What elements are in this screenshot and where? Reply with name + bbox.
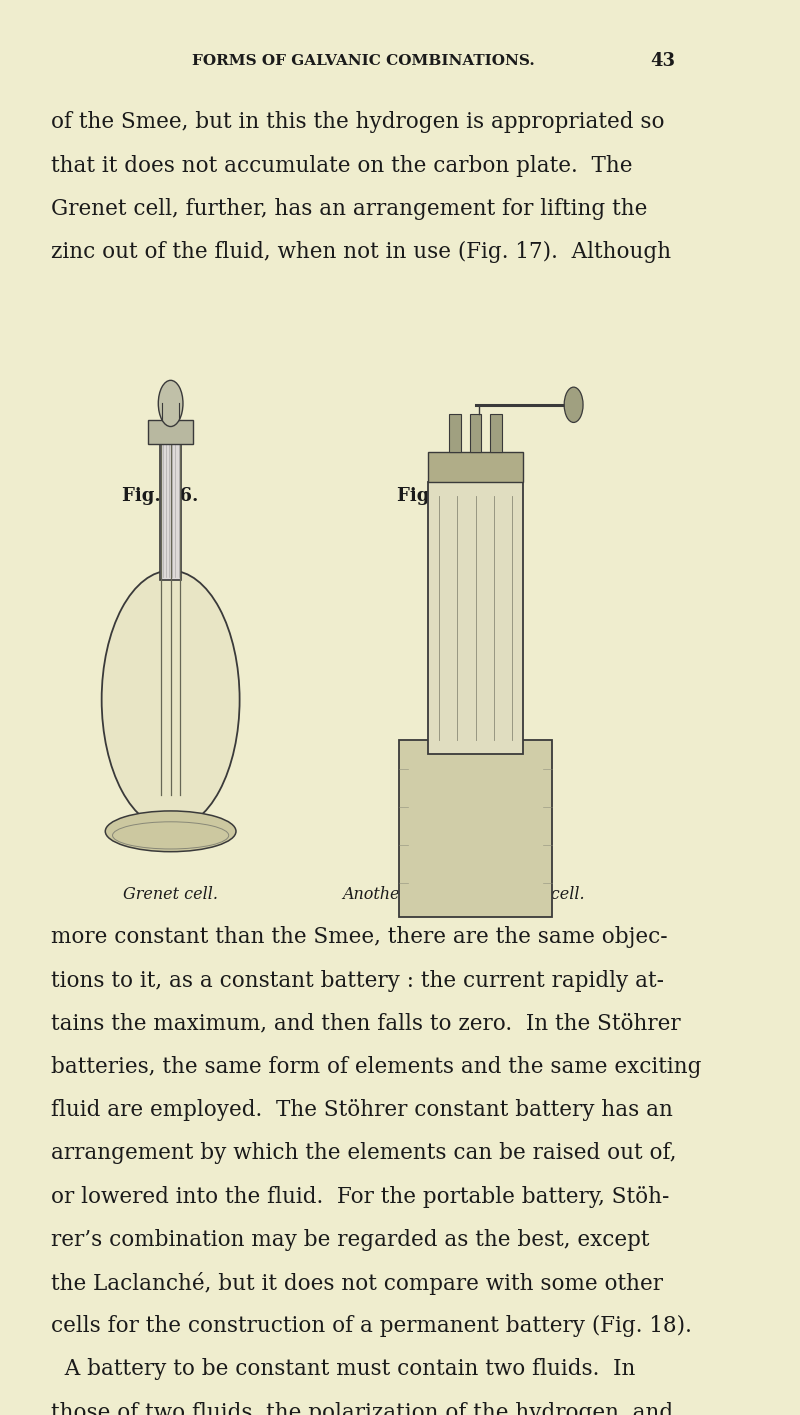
Text: 43: 43: [650, 52, 675, 71]
Text: Another form of Grenet’s cell.: Another form of Grenet’s cell.: [342, 886, 585, 903]
Bar: [148, 420, 193, 444]
Bar: [428, 483, 522, 754]
Text: Fig. 16.: Fig. 16.: [122, 487, 198, 505]
Text: batteries, the same form of elements and the same exciting: batteries, the same form of elements and…: [51, 1056, 702, 1078]
Text: zinc out of the fluid, when not in use (Fig. 17).  Although: zinc out of the fluid, when not in use (…: [51, 241, 671, 263]
Ellipse shape: [106, 811, 236, 852]
Text: more constant than the Smee, there are the same objec-: more constant than the Smee, there are t…: [51, 927, 667, 948]
Text: FORMS OF GALVANIC COMBINATIONS.: FORMS OF GALVANIC COMBINATIONS.: [192, 54, 534, 68]
Text: of the Smee, but in this the hydrogen is appropriated so: of the Smee, but in this the hydrogen is…: [51, 112, 664, 133]
Text: rer’s combination may be regarded as the best, except: rer’s combination may be regarded as the…: [51, 1228, 650, 1251]
Text: tions to it, as a constant battery : the current rapidly at-: tions to it, as a constant battery : the…: [51, 969, 664, 992]
Text: Grenet cell, further, has an arrangement for lifting the: Grenet cell, further, has an arrangement…: [51, 198, 647, 219]
Text: the Laclanché, but it does not compare with some other: the Laclanché, but it does not compare …: [51, 1272, 663, 1295]
Bar: [450, 415, 461, 453]
Text: cells for the construction of a permanent battery (Fig. 18).: cells for the construction of a permanen…: [51, 1315, 692, 1337]
Text: A battery to be constant must contain two fluids.  In: A battery to be constant must contain tw…: [51, 1358, 635, 1381]
Bar: [399, 740, 552, 917]
Bar: [161, 437, 181, 580]
Text: Grenet cell.: Grenet cell.: [123, 886, 218, 903]
Text: fluid are employed.  The Stöhrer constant battery has an: fluid are employed. The Stöhrer constant…: [51, 1099, 673, 1121]
Bar: [428, 453, 522, 483]
Text: those of two fluids, the polarization of the hydrogen, and: those of two fluids, the polarization of…: [51, 1401, 673, 1415]
Text: or lowered into the fluid.  For the portable battery, Stöh-: or lowered into the fluid. For the porta…: [51, 1186, 670, 1207]
Bar: [470, 415, 482, 453]
Text: Fig. 17.: Fig. 17.: [398, 487, 474, 505]
Bar: [490, 415, 502, 453]
Circle shape: [102, 570, 240, 829]
Circle shape: [564, 388, 583, 423]
Circle shape: [158, 381, 183, 426]
Text: tains the maximum, and then falls to zero.  In the Stöhrer: tains the maximum, and then falls to zer…: [51, 1013, 681, 1034]
Text: that it does not accumulate on the carbon plate.  The: that it does not accumulate on the carbo…: [51, 154, 632, 177]
Text: arrangement by which the elements can be raised out of,: arrangement by which the elements can be…: [51, 1142, 676, 1165]
